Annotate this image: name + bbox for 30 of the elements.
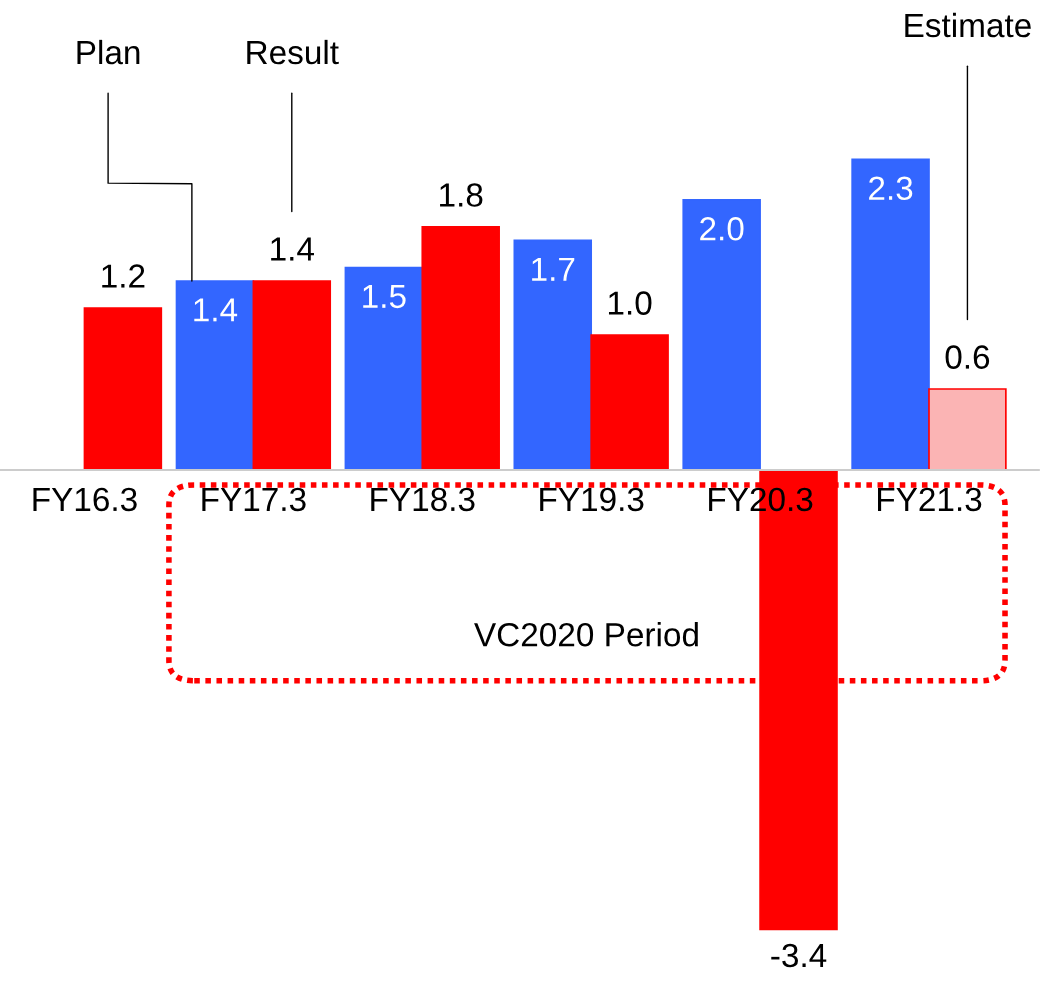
annotation: VC2020 Period [474, 622, 698, 647]
bar [421, 226, 500, 471]
bar [851, 158, 930, 471]
x-tick-label: FY17.3 [202, 487, 306, 512]
bar [928, 388, 1007, 471]
bar [252, 280, 332, 471]
data-label: 2.0 [700, 217, 744, 241]
data-label: 1.4 [271, 237, 314, 261]
data-label: 1.4 [194, 298, 238, 322]
annotation: Result [247, 39, 339, 65]
bar [513, 239, 593, 471]
data-label: 1.5 [363, 284, 406, 309]
data-label: 1.7 [532, 257, 575, 281]
data-label: 1.8 [440, 183, 483, 207]
data-label: 1.0 [608, 291, 652, 315]
bar [83, 307, 163, 471]
data-label: 1.2 [102, 264, 145, 288]
bar [344, 266, 424, 471]
data-label: 0.6 [945, 345, 990, 369]
x-tick-label: FY21.3 [878, 487, 982, 512]
annotation: Estimate [905, 12, 1031, 38]
x-tick-label: FY18.3 [371, 487, 475, 512]
bar [590, 334, 669, 471]
x-tick-label: FY19.3 [540, 487, 644, 512]
annotation: Plan [77, 39, 140, 65]
data-label: -3.4 [771, 943, 827, 968]
x-tick-label: FY16.3 [33, 487, 137, 512]
data-label: 2.3 [869, 176, 913, 201]
bar [682, 199, 761, 471]
bar [175, 280, 255, 471]
